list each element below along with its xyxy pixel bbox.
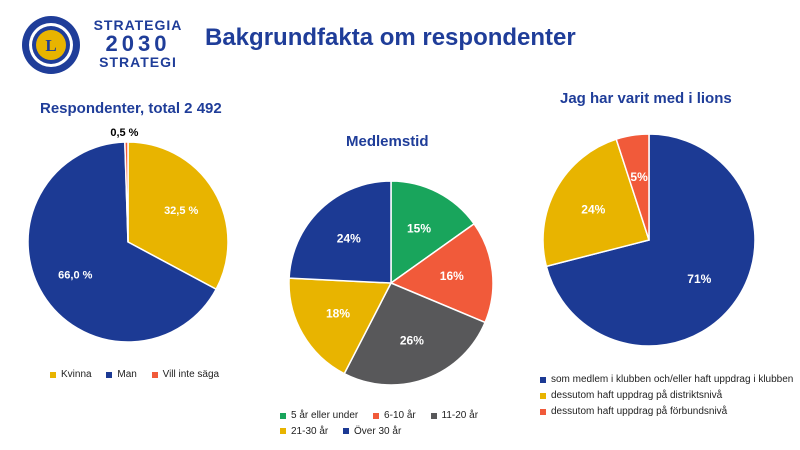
legend-swatch — [343, 428, 350, 434]
slice-data-label: 32,5 % — [164, 205, 198, 217]
slice-data-label: 66,0 % — [58, 270, 92, 282]
brand-line-3: STRATEGI — [99, 54, 177, 70]
legend-swatch — [373, 412, 380, 419]
legend-label: Man — [117, 369, 137, 380]
legend-label: Över 30 år — [354, 425, 402, 437]
pie-slice — [27, 141, 218, 343]
pie-slice — [390, 180, 476, 285]
pie-slice — [124, 141, 129, 243]
pie-chart-respondents: 32,5 % 66,0 % 0,5 % — [27, 127, 229, 343]
slice-data-label: 0,5 % — [110, 127, 138, 139]
pie-slice — [288, 180, 392, 284]
pie-slice — [615, 133, 650, 241]
legend-swatch — [430, 412, 437, 419]
brand-line-1: STRATEGIA — [93, 17, 183, 33]
slice-data-label: 5% — [630, 170, 648, 184]
pie-slice — [288, 277, 393, 375]
legend-membership: 5 år eller under 6-10 år 11-20 år 21-30 … — [280, 410, 500, 437]
legend-swatch — [280, 428, 286, 434]
pie-chart-lions-level: 71% 24% 5% — [542, 133, 756, 347]
legend-label: dessutom haft uppdrag på förbundsnivå — [551, 406, 728, 417]
slice-data-label: 15% — [407, 222, 431, 236]
legend-label: som medlem i klubben och/eller haft uppd… — [551, 374, 794, 385]
slice-data-label: 24% — [337, 232, 361, 246]
legend-swatch — [106, 371, 113, 378]
legend-item: dessutom haft uppdrag på distriktsnivå — [540, 390, 793, 401]
legend-item: dessutom haft uppdrag på förbundsnivå — [540, 406, 793, 417]
legend-lions-level: som medlem i klubben och/eller haft uppd… — [540, 374, 800, 422]
legend-label: Kvinna — [61, 369, 92, 380]
legend-label: Vill inte säga — [162, 369, 220, 380]
legend-item: 21-30 år — [280, 426, 328, 437]
legend-swatch — [280, 412, 286, 419]
legend-item: 11-20 år — [430, 410, 479, 421]
legend-item: 6-10 år — [373, 410, 416, 421]
legend-item: Kvinna — [50, 369, 92, 380]
legend-swatch — [50, 371, 56, 378]
lions-logo: L — [22, 16, 80, 74]
pie-slice — [343, 282, 487, 386]
brand-wordmark: STRATEGIA 2030 STRATEGI — [90, 18, 186, 70]
legend-swatch — [151, 371, 158, 378]
slice-data-label: 24% — [581, 202, 605, 216]
slice-data-label: 16% — [440, 269, 464, 283]
legend-item: 5 år eller under — [280, 410, 358, 421]
legend-swatch — [540, 392, 546, 399]
legend-item: som medlem i klubben och/eller haft uppd… — [540, 374, 793, 385]
legend-label: 5 år eller under — [291, 410, 359, 421]
pie-slice — [127, 141, 229, 291]
svg-text:L: L — [45, 36, 56, 55]
legend-swatch — [540, 408, 546, 415]
pie-chart-membership: 15% 16% 26% 18% 24% — [288, 180, 494, 386]
legend-item: Vill inte säga — [151, 369, 220, 380]
pie-slice — [542, 138, 650, 268]
legend-label: dessutom haft uppdrag på distriktsnivå — [551, 390, 723, 401]
page-title: Bakgrundfakta om respondenter — [205, 24, 576, 51]
legend-swatch — [540, 376, 546, 383]
pie-slice — [389, 222, 494, 324]
brand-line-2: 2030 — [105, 31, 171, 56]
legend-label: 11-20 år — [441, 410, 479, 421]
legend-label: 21-30 år — [291, 425, 329, 437]
legend-label: 6-10 år — [384, 410, 416, 421]
chart-title-lions-level: Jag har varit med i lions — [560, 90, 732, 107]
pie-slice — [545, 133, 756, 347]
slice-data-label: 71% — [687, 272, 711, 286]
legend-respondents: Kvinna Man Vill inte säga — [50, 369, 231, 381]
slice-data-label: 26% — [400, 334, 424, 348]
legend-item: Över 30 år — [343, 426, 401, 437]
legend-item: Man — [106, 369, 137, 380]
slice-data-label: 18% — [326, 307, 350, 321]
chart-title-membership: Medlemstid — [346, 133, 429, 150]
chart-title-respondents: Respondenter, total 2 492 — [40, 100, 222, 117]
